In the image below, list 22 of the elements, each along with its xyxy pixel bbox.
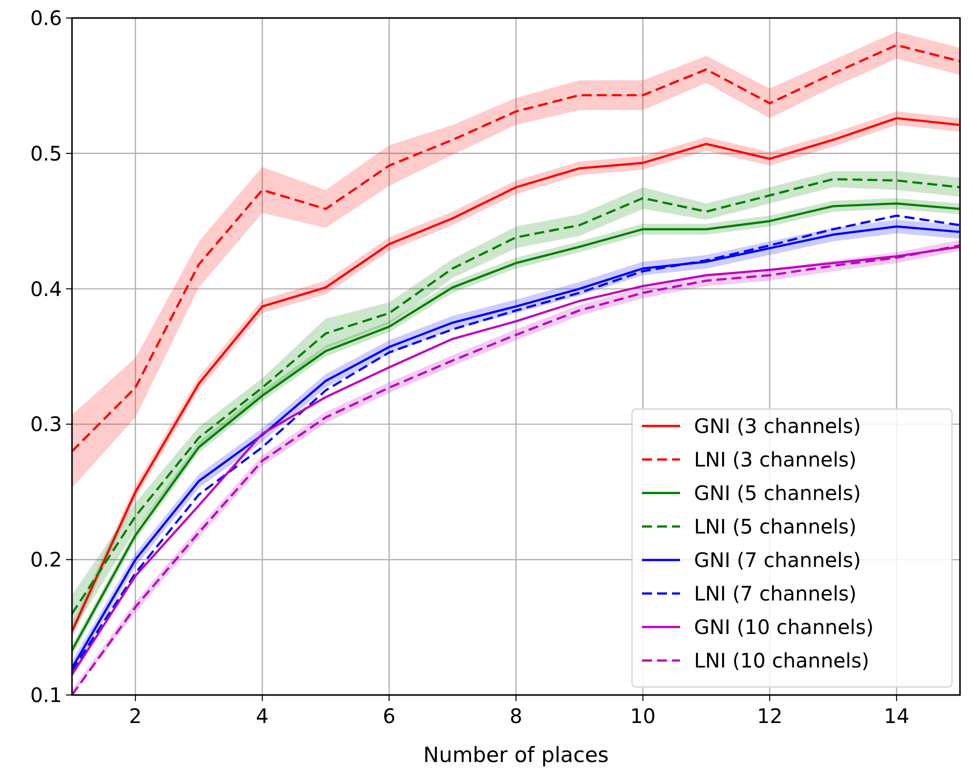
x-tick-label: 2 [129, 704, 142, 728]
y-tick-label: 0.5 [30, 141, 62, 166]
x-tick-label: 14 [884, 704, 910, 728]
x-tick-label: 8 [510, 704, 522, 728]
legend-label: GNI (7 channels) [694, 548, 861, 572]
legend-label: LNI (10 channels) [694, 648, 870, 672]
y-tick-label: 0.3 [30, 412, 62, 436]
y-tick-label: 0.6 [30, 6, 62, 30]
x-tick-label: 12 [756, 704, 782, 728]
x-axis-title: Number of places [423, 743, 609, 767]
x-tick-label: 10 [630, 704, 656, 728]
legend-label: LNI (5 channels) [694, 514, 857, 538]
legend-label: LNI (3 channels) [694, 448, 857, 472]
x-tick-label: 6 [382, 704, 396, 728]
y-tick-label: 0.2 [30, 548, 62, 572]
legend-label: LNI (7 channels) [694, 582, 857, 606]
x-tick-label: 4 [256, 704, 269, 728]
legend-label: GNI (10 channels) [694, 615, 874, 639]
y-tick-label: 0.1 [30, 683, 62, 707]
y-tick-label: 0.4 [30, 276, 62, 301]
legend-label: GNI (3 channels) [694, 414, 861, 438]
legend-label: GNI (5 channels) [694, 481, 861, 505]
